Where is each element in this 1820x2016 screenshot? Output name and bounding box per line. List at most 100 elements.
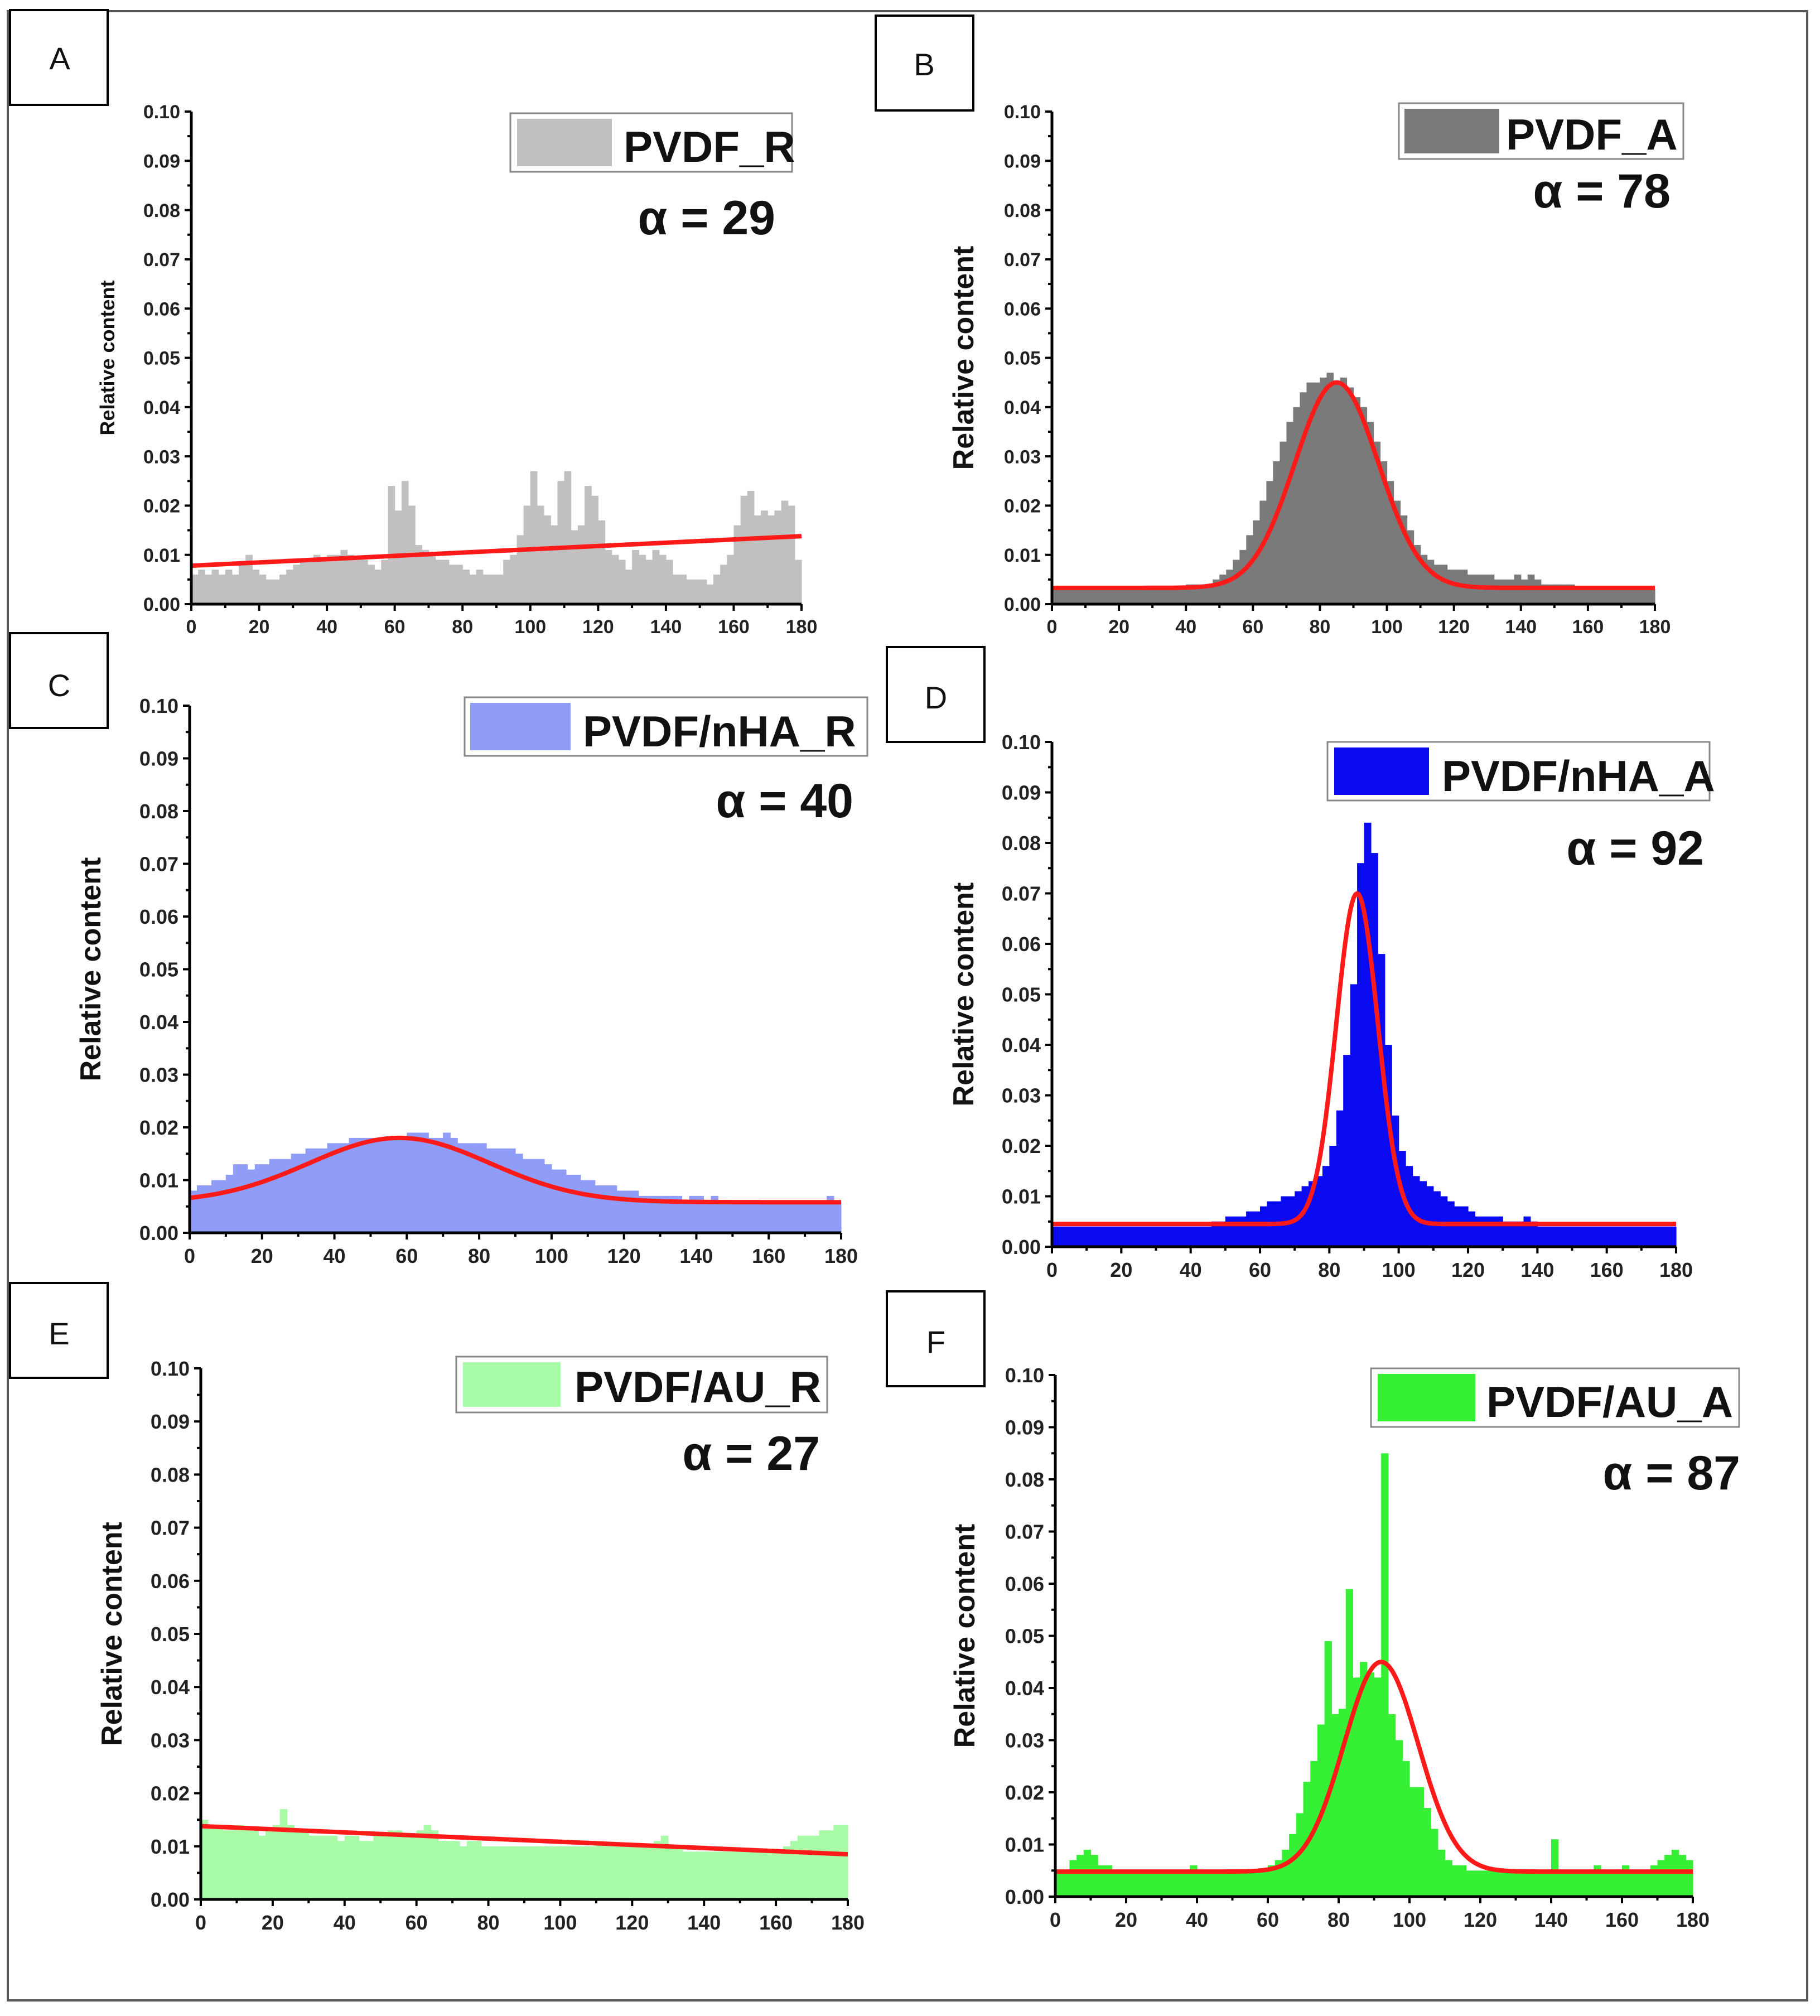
histogram-bar <box>732 1201 740 1233</box>
y-tick-label: 0.00 <box>143 594 180 615</box>
x-tick-label: 140 <box>1520 1258 1554 1281</box>
histogram-bar <box>577 525 585 604</box>
histogram-bar <box>530 471 538 604</box>
histogram-bar <box>652 549 660 604</box>
fit-curve <box>1051 380 1655 590</box>
histogram-bar <box>231 575 239 604</box>
histogram-bar <box>1360 1662 1368 1897</box>
histogram-bar <box>291 1154 299 1233</box>
histogram-bar <box>1146 589 1153 604</box>
x-tick-label: 160 <box>1605 1908 1639 1931</box>
histogram-bar <box>392 1137 400 1233</box>
histogram-bar <box>1537 1226 1545 1247</box>
y-tick-label: 0.01 <box>1002 1185 1041 1208</box>
histogram-bar <box>1686 1860 1693 1897</box>
histogram-bar <box>580 1180 588 1233</box>
histogram-bar <box>1454 1206 1462 1247</box>
histogram-bar <box>812 1835 820 1899</box>
y-tick-label: 0.04 <box>1005 1677 1044 1700</box>
chart-panel-a: A 0.00 0.01 0.02 0.03 0.04 0.05 0.06 0.07 0.08 0.0… <box>9 9 817 638</box>
y-tick-label: 0.07 <box>1004 249 1041 271</box>
chart-panel-c: C 0.00 0.01 0.02 0.03 0.04 0.05 0.06 0.07 0.08 0.0… <box>9 632 868 1267</box>
histogram-bar <box>720 565 727 604</box>
histogram-bar <box>1320 377 1327 604</box>
histogram-bar <box>1225 1870 1233 1897</box>
y-tick-label: 0.01 <box>139 1169 178 1192</box>
histogram-bar <box>1437 1849 1446 1897</box>
histogram-bar <box>272 579 280 604</box>
histogram-bar <box>1239 549 1247 604</box>
histogram-bar <box>769 1201 776 1233</box>
histogram-bar <box>761 1201 769 1233</box>
x-tick-label: 120 <box>1438 616 1470 638</box>
histogram-bar <box>474 1841 482 1899</box>
panel-label-box <box>886 646 986 743</box>
fit-curve <box>200 1824 848 1857</box>
x-tick-label: 0 <box>195 1911 206 1934</box>
y-tick-label: 0.04 <box>143 397 180 418</box>
histogram-bar <box>385 1137 393 1233</box>
histogram-bar <box>1655 1226 1663 1247</box>
histogram-bar <box>323 1835 331 1899</box>
histogram-bar <box>1152 589 1160 604</box>
histogram-bar <box>1669 1226 1677 1247</box>
histogram-bar <box>1065 1226 1073 1247</box>
histogram-bar <box>713 575 721 604</box>
histogram-bar <box>1664 1855 1672 1897</box>
histogram-bar <box>196 1185 205 1233</box>
y-tick-label: 0.01 <box>1005 1833 1044 1856</box>
histogram-bar <box>769 1851 776 1899</box>
histogram-bar <box>1374 1677 1382 1897</box>
histogram-bar <box>466 1841 475 1899</box>
histogram-bar <box>659 554 667 604</box>
alpha-annotation: α = 27 <box>682 1427 820 1480</box>
histogram-bar <box>1315 1176 1323 1247</box>
histogram-bar <box>1594 589 1602 604</box>
histogram-bar <box>1135 1226 1143 1247</box>
panel-letter: C <box>48 668 70 703</box>
histogram-bar <box>1313 382 1321 604</box>
histogram-bar <box>1508 1870 1517 1897</box>
histogram-bar <box>704 1851 712 1899</box>
histogram-bar <box>450 1137 458 1233</box>
bar-series <box>190 1132 842 1233</box>
histogram-bar <box>524 1846 532 1899</box>
legend-swatch <box>1378 1374 1475 1421</box>
histogram-bar <box>1282 1849 1290 1897</box>
histogram-bar <box>1246 1870 1254 1897</box>
histogram-bar <box>510 554 518 604</box>
histogram-bar <box>229 1830 238 1899</box>
histogram-bar <box>1326 372 1334 604</box>
histogram-bar <box>1360 407 1368 604</box>
histogram-bar <box>538 1846 547 1899</box>
histogram-bar <box>645 560 653 604</box>
y-tick-label: 0.08 <box>143 200 180 221</box>
histogram-bar <box>1551 1839 1559 1897</box>
x-tick-label: 60 <box>1249 1258 1271 1281</box>
histogram-bar <box>767 515 775 604</box>
histogram-bar <box>1520 579 1528 604</box>
histogram-bar <box>1329 1146 1337 1247</box>
x-tick-label: 180 <box>831 1911 865 1934</box>
histogram-bar <box>1459 1865 1467 1897</box>
histogram-bar <box>190 1190 197 1233</box>
histogram-bar <box>225 1175 234 1233</box>
histogram-bar <box>503 1846 510 1899</box>
histogram-bar <box>625 1846 633 1899</box>
histogram-bar <box>1452 1865 1460 1897</box>
histogram-bar <box>1107 1226 1115 1247</box>
bar-series <box>1052 822 1677 1247</box>
histogram-bar <box>1502 1870 1509 1897</box>
histogram-bar <box>1233 560 1240 604</box>
x-tick-label: 40 <box>1175 616 1196 638</box>
histogram-bar <box>1289 1834 1297 1897</box>
x-tick-label: 0 <box>186 616 197 638</box>
histogram-bar <box>276 1159 284 1233</box>
histogram-bar <box>279 575 287 604</box>
histogram-bar <box>1628 589 1635 604</box>
histogram-bar <box>1105 589 1113 604</box>
histogram-bar <box>602 1185 610 1233</box>
histogram-bar <box>330 1835 338 1899</box>
histogram-bar <box>668 1846 676 1899</box>
histogram-bar <box>1579 1870 1587 1897</box>
